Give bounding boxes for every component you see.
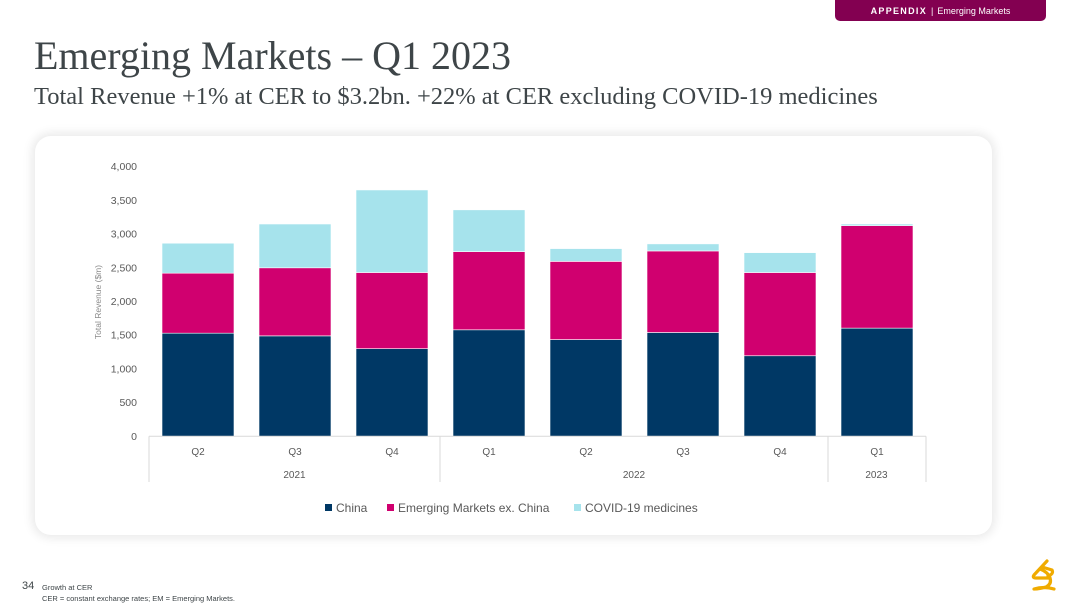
x-group-label: 2021 bbox=[283, 470, 306, 481]
bar-em-ex-china bbox=[743, 272, 817, 357]
legend-swatch bbox=[325, 504, 332, 511]
banner-separator: | bbox=[931, 5, 934, 16]
page-subtitle: Total Revenue +1% at CER to $3.2bn. +22%… bbox=[34, 83, 878, 110]
bar-covid bbox=[161, 242, 235, 274]
page-title: Emerging Markets – Q1 2023 bbox=[34, 33, 511, 78]
legend-label: Emerging Markets ex. China bbox=[398, 501, 550, 515]
legend-swatch bbox=[574, 504, 581, 511]
page-number: 34 bbox=[22, 580, 35, 592]
footer-notes: Growth at CER CER = constant exchange ra… bbox=[42, 582, 235, 604]
bar-china bbox=[161, 332, 235, 437]
y-tick-label: 1,500 bbox=[111, 330, 137, 342]
bar-covid bbox=[452, 209, 526, 252]
bar-china bbox=[355, 348, 429, 437]
legend-label: COVID-19 medicines bbox=[585, 501, 698, 515]
bar-em-ex-china bbox=[355, 272, 429, 349]
bar-em-ex-china bbox=[161, 272, 235, 334]
y-tick-label: 3,500 bbox=[111, 195, 137, 207]
bar-em-ex-china bbox=[258, 267, 332, 337]
bar-china bbox=[258, 335, 332, 437]
bar-em-ex-china bbox=[452, 251, 526, 331]
x-tick-label: Q2 bbox=[191, 447, 205, 458]
x-tick-label: Q3 bbox=[676, 447, 690, 458]
y-tick-label: 3,000 bbox=[111, 229, 137, 241]
y-axis-label: Total Revenue ($m) bbox=[93, 265, 103, 339]
bar-china bbox=[646, 332, 720, 437]
y-tick-label: 4,000 bbox=[111, 161, 137, 173]
bar-covid bbox=[258, 223, 332, 269]
banner-topic: Emerging Markets bbox=[937, 5, 1011, 16]
legend-label: China bbox=[336, 501, 368, 515]
x-group-label: 2023 bbox=[865, 470, 888, 481]
footer-note: CER = constant exchange rates; EM = Emer… bbox=[42, 594, 236, 603]
bar-china bbox=[549, 339, 623, 437]
bar-covid bbox=[840, 223, 914, 226]
banner-section: APPENDIX bbox=[870, 5, 928, 16]
section-banner: APPENDIX | Emerging Markets bbox=[835, 0, 1046, 21]
x-tick-label: Q4 bbox=[385, 447, 399, 458]
bar-china bbox=[840, 327, 914, 437]
x-group-label: 2022 bbox=[623, 470, 646, 481]
bar-em-ex-china bbox=[840, 225, 914, 329]
bar-em-ex-china bbox=[646, 250, 720, 333]
x-tick-label: Q4 bbox=[773, 447, 787, 458]
bar-covid bbox=[646, 243, 720, 252]
x-tick-label: Q1 bbox=[870, 447, 884, 458]
bar-china bbox=[743, 355, 817, 437]
bar-covid bbox=[743, 252, 817, 273]
bar-china bbox=[452, 329, 526, 437]
y-tick-label: 500 bbox=[119, 397, 137, 409]
x-tick-label: Q2 bbox=[579, 447, 593, 458]
y-tick-label: 0 bbox=[131, 431, 137, 443]
bar-covid bbox=[355, 189, 429, 273]
x-tick-label: Q3 bbox=[288, 447, 302, 458]
company-logo-icon bbox=[1031, 559, 1056, 591]
bar-covid bbox=[549, 248, 623, 262]
legend-swatch bbox=[387, 504, 394, 511]
y-tick-label: 1,000 bbox=[111, 363, 137, 375]
y-tick-label: 2,000 bbox=[111, 296, 137, 308]
y-tick-label: 2,500 bbox=[111, 262, 137, 274]
footer-note: Growth at CER bbox=[42, 583, 93, 592]
x-tick-label: Q1 bbox=[482, 447, 496, 458]
bar-em-ex-china bbox=[549, 261, 623, 340]
